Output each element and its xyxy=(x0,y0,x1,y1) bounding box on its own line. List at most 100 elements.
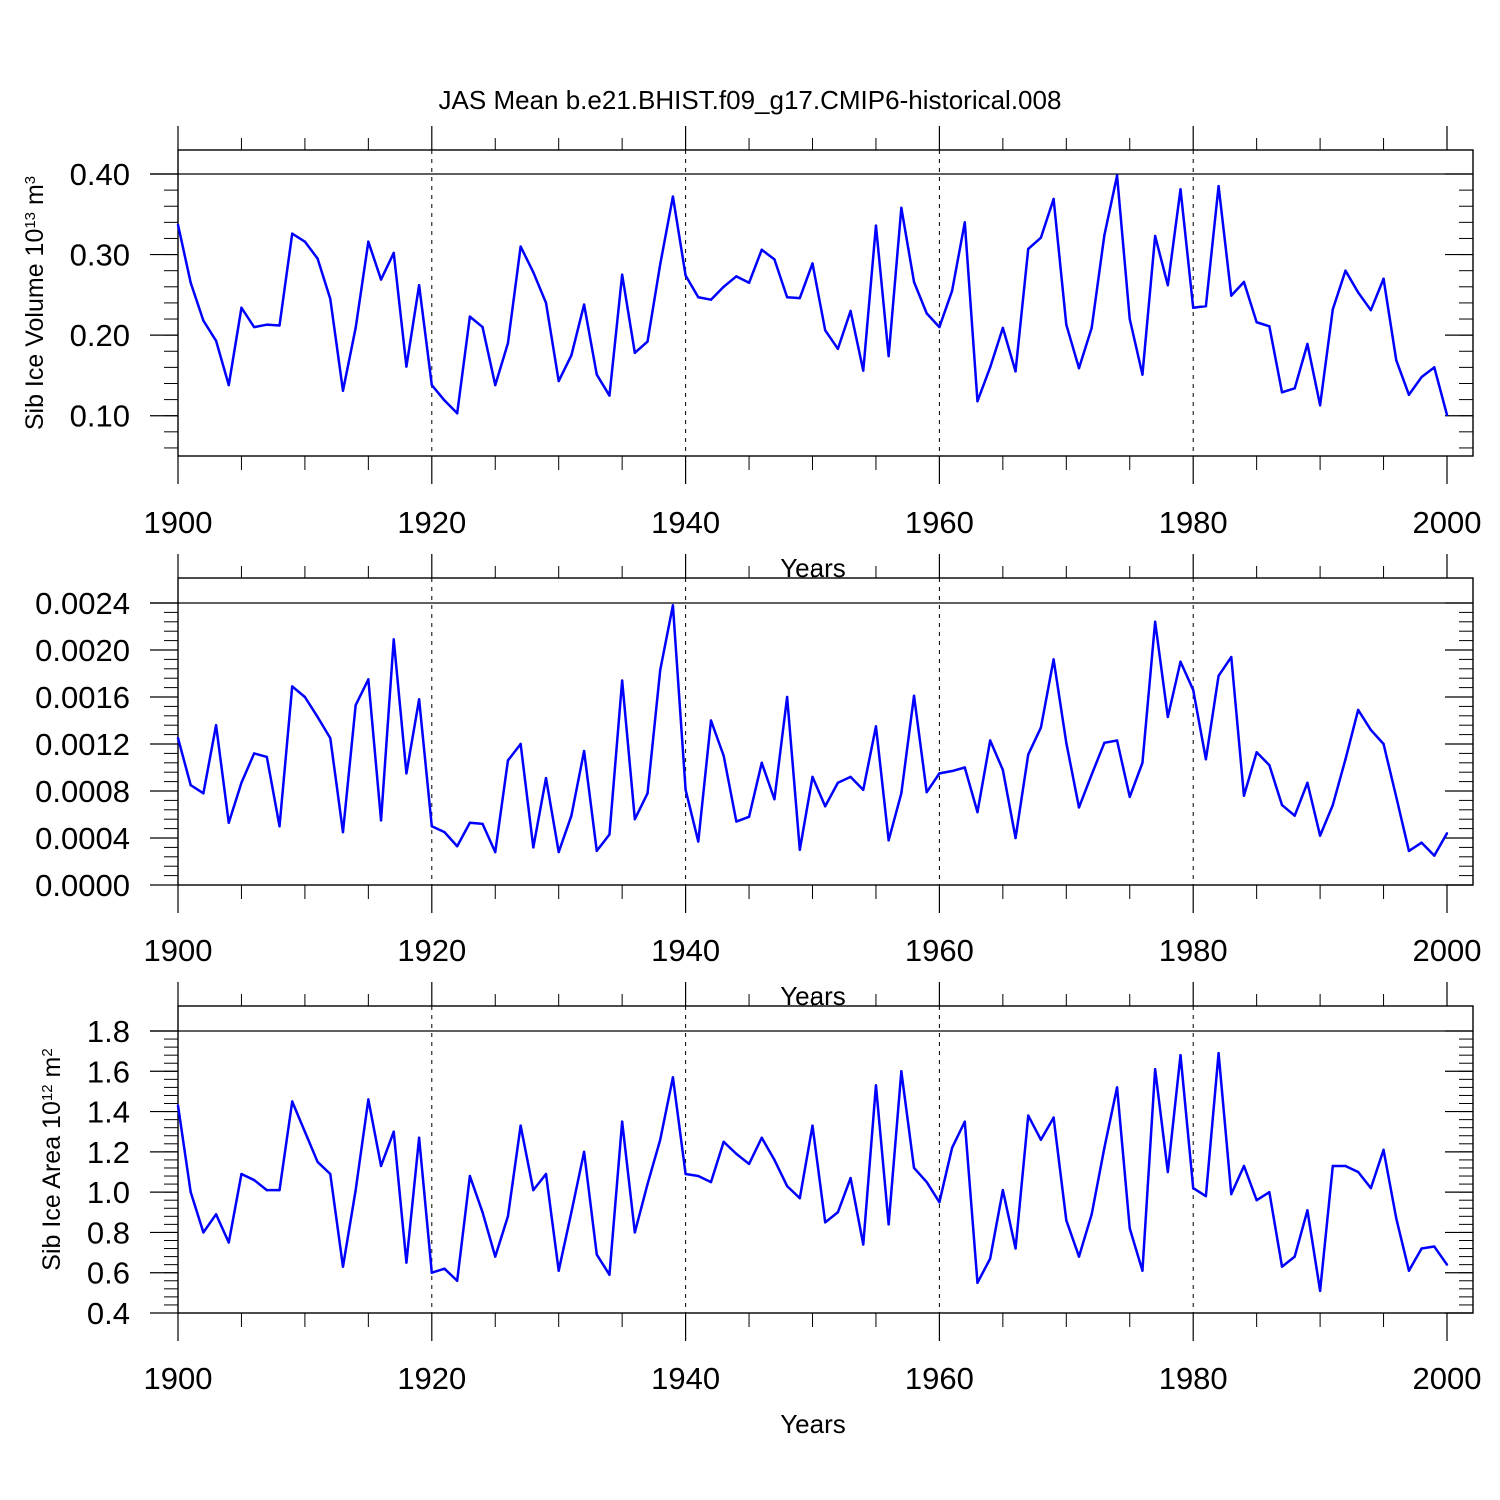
data-point-1920 xyxy=(430,383,433,387)
data-point-1901 xyxy=(189,783,192,787)
x-tick-label-1900: 1900 xyxy=(144,933,213,968)
data-point-1966 xyxy=(1014,1247,1017,1250)
data-point-1933 xyxy=(595,849,598,853)
x-tick-label-1960: 1960 xyxy=(905,933,974,968)
data-point-1982 xyxy=(1217,184,1220,188)
data-point-1902 xyxy=(202,1231,205,1234)
data-point-1903 xyxy=(214,724,218,727)
x-tick-label-1960: 1960 xyxy=(905,1361,974,1396)
data-point-1980 xyxy=(1192,688,1195,692)
data-point-1939 xyxy=(671,1076,675,1079)
x-tick-label-1920: 1920 xyxy=(397,1361,466,1396)
data-point-1981 xyxy=(1204,758,1208,761)
data-point-1921 xyxy=(443,830,446,834)
data-point-1940 xyxy=(684,788,687,792)
data-point-1925 xyxy=(494,850,497,854)
data-point-1970 xyxy=(1065,323,1068,326)
data-point-1991 xyxy=(1331,308,1334,311)
data-point-1956 xyxy=(887,839,890,842)
data-point-1919 xyxy=(417,1136,421,1139)
data-point-1960 xyxy=(938,772,941,775)
data-point-1980 xyxy=(1192,306,1195,309)
panels: 1900 1920 1940 1960 1980 20000.100.200.300.40… xyxy=(21,126,1482,1439)
data-point-1996 xyxy=(1395,1217,1398,1220)
data-point-1992 xyxy=(1344,758,1347,761)
data-point-1935 xyxy=(620,1120,624,1123)
data-point-1997 xyxy=(1407,1269,1411,1272)
data-point-1988 xyxy=(1293,1255,1296,1258)
data-point-1981 xyxy=(1204,304,1208,308)
x-tick-label-1920: 1920 xyxy=(397,505,466,540)
data-point-1904 xyxy=(227,821,230,824)
data-point-1949 xyxy=(798,296,802,300)
data-point-1934 xyxy=(608,1273,611,1276)
data-point-1975 xyxy=(1128,1227,1131,1230)
data-point-1942 xyxy=(709,298,713,301)
data-point-1920 xyxy=(430,1271,433,1274)
y-tick-label-6: 0.0024 xyxy=(35,586,130,621)
data-point-1997 xyxy=(1407,393,1411,396)
data-point-1929 xyxy=(544,301,548,305)
y-tick-label-5: 1.4 xyxy=(87,1095,130,1130)
plot-frame xyxy=(177,577,1474,886)
data-point-1906 xyxy=(252,1178,256,1182)
data-point-1902 xyxy=(202,792,205,795)
data-point-1910 xyxy=(303,695,307,699)
data-point-1964 xyxy=(988,1257,992,1260)
data-point-1987 xyxy=(1280,1265,1284,1268)
data-point-1927 xyxy=(519,742,522,746)
data-point-1924 xyxy=(481,822,484,826)
data-point-1999 xyxy=(1433,854,1436,857)
data-point-1960 xyxy=(938,325,941,329)
data-point-1972 xyxy=(1090,1213,1093,1216)
data-point-1907 xyxy=(265,755,269,759)
data-point-1913 xyxy=(341,830,345,834)
y-tick-label-6: 1.6 xyxy=(87,1054,130,1089)
data-point-1985 xyxy=(1255,1199,1258,1202)
data-point-1909 xyxy=(291,232,294,235)
data-point-1934 xyxy=(608,833,611,836)
data-point-1956 xyxy=(887,1223,890,1226)
data-point-1915 xyxy=(367,1098,370,1101)
data-point-1969 xyxy=(1052,197,1055,201)
x-tick-label-1960: 1960 xyxy=(905,505,974,540)
chart-panel-2: 1900 1920 1940 1960 1980 2000 0.0000 0.0004 0.00… xyxy=(35,554,1482,1011)
data-point-1982 xyxy=(1217,1051,1220,1055)
data-point-1990 xyxy=(1318,1289,1322,1293)
data-point-1974 xyxy=(1115,174,1119,177)
data-point-1913 xyxy=(341,1265,345,1268)
data-point-1992 xyxy=(1344,269,1347,272)
data-point-1962 xyxy=(963,221,966,224)
chart-panel-3: 1900 1920 1940 1960 1980 2000 0.4 0.6 0.8 1.0 1.2 1… xyxy=(38,982,1481,1439)
data-point-1938 xyxy=(659,1138,662,1141)
y-axis-label-superscript: 12 xyxy=(39,1084,56,1101)
data-point-1950 xyxy=(811,775,814,779)
data-point-1963 xyxy=(976,810,979,814)
data-point-1973 xyxy=(1103,234,1106,237)
data-point-1959 xyxy=(925,1180,928,1184)
y-tick-label-4: 1.2 xyxy=(87,1135,130,1170)
data-point-1998 xyxy=(1420,375,1423,379)
data-point-1915 xyxy=(367,678,370,681)
data-point-1966 xyxy=(1014,836,1017,840)
x-tick-label-1940: 1940 xyxy=(651,505,720,540)
data-point-1975 xyxy=(1128,795,1131,799)
x-tick-label-2000: 2000 xyxy=(1413,933,1482,968)
data-point-1950 xyxy=(811,262,814,265)
data-point-1929 xyxy=(544,1172,548,1176)
data-point-1982 xyxy=(1217,674,1220,678)
data-point-1958 xyxy=(912,694,916,698)
data-point-1965 xyxy=(1001,326,1005,330)
data-point-1937 xyxy=(646,1182,649,1186)
y-axis-label-superscript: 13 xyxy=(22,212,39,229)
data-point-1917 xyxy=(392,638,395,641)
data-point-1939 xyxy=(671,604,675,607)
data-point-1995 xyxy=(1382,1148,1385,1152)
data-point-1921 xyxy=(443,1267,446,1270)
data-point-1989 xyxy=(1306,781,1309,784)
x-tick-label-1980: 1980 xyxy=(1159,1361,1228,1396)
data-point-1930 xyxy=(557,379,560,383)
data-point-1971 xyxy=(1077,806,1081,809)
x-tick-label-1900: 1900 xyxy=(144,1361,213,1396)
y-tick-label-3: 1.0 xyxy=(87,1175,130,1210)
